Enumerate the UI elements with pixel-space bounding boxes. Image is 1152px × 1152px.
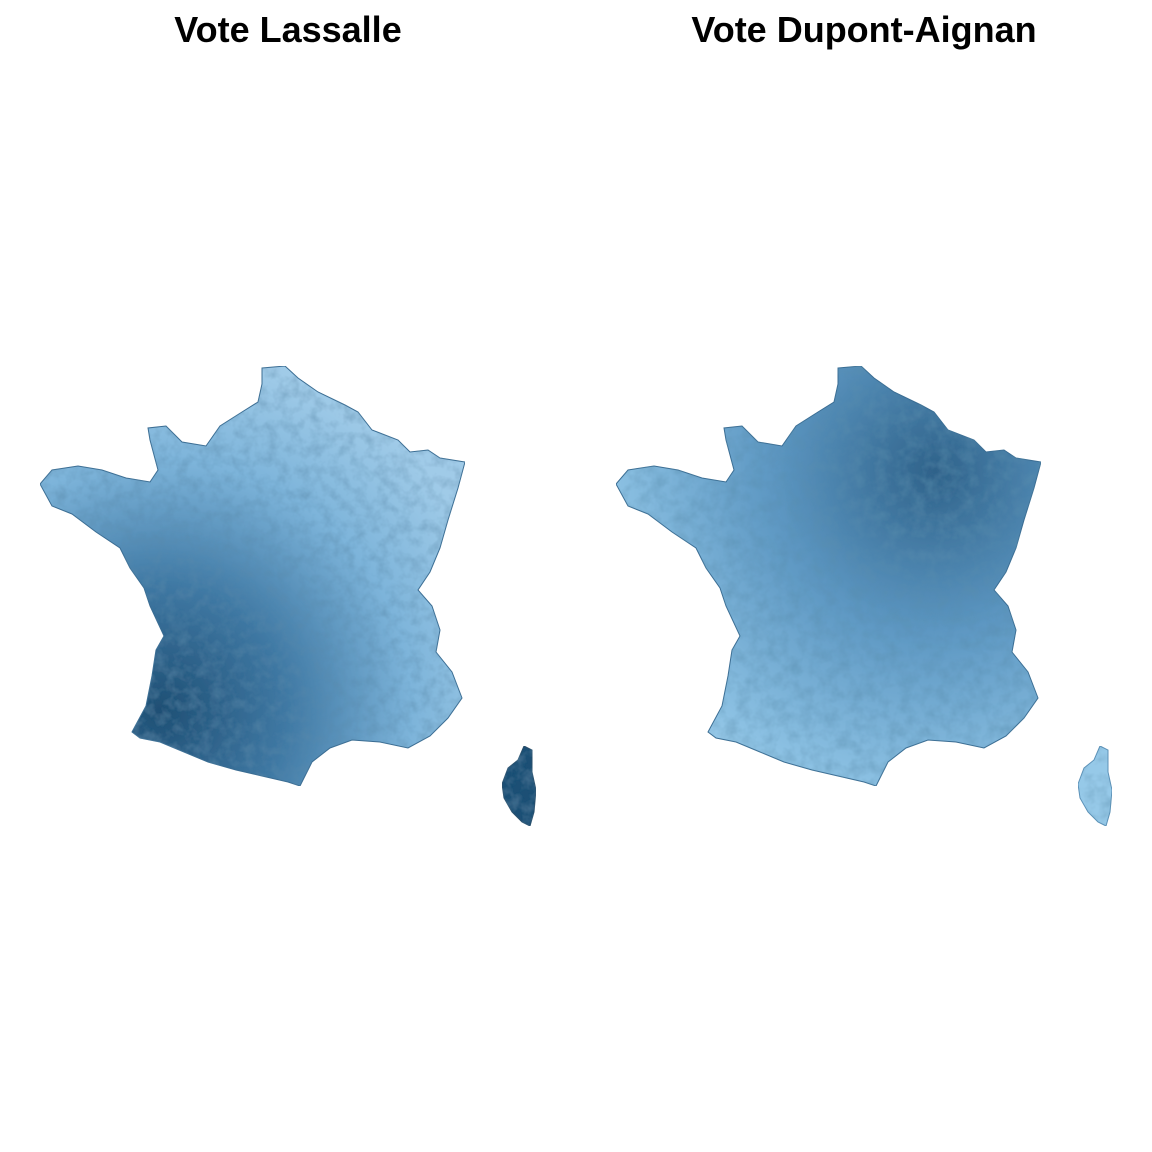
map-panel-dupont-aignan: Vote Dupont-Aignan <box>576 0 1152 1152</box>
panel-title: Vote Dupont-Aignan <box>691 9 1037 50</box>
mainland-france-shape <box>615 365 1042 787</box>
corsica-shape <box>1077 745 1113 827</box>
corsica-shape <box>501 745 537 827</box>
mainland-france-shape <box>39 365 466 787</box>
choropleth-map-dupont-aignan <box>615 365 1113 827</box>
choropleth-map-lassalle <box>39 365 537 827</box>
map-panel-lassalle: Vote Lassalle <box>39 9 537 827</box>
panel-title: Vote Lassalle <box>174 9 402 50</box>
